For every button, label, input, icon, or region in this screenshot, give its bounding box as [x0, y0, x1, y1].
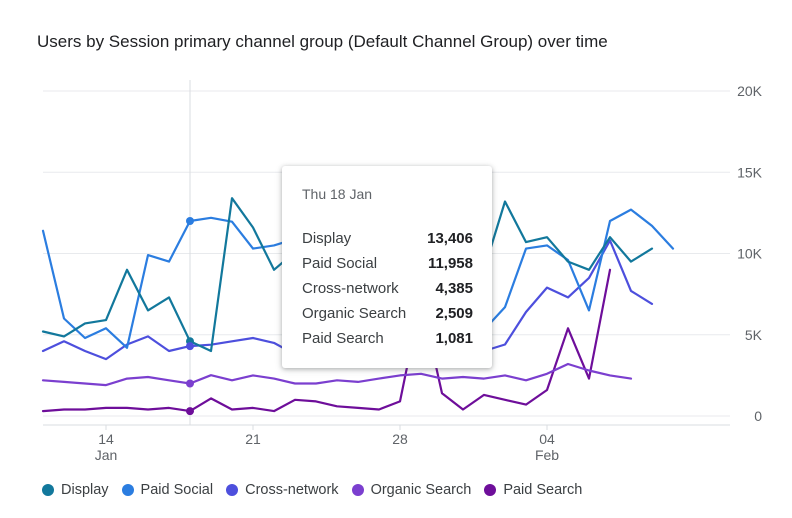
x-tick-month-label: Jan [95, 447, 118, 463]
chart-legend: Display Paid Social Cross-network Organi… [42, 480, 595, 500]
tooltip-label: Organic Search [302, 305, 407, 322]
legend-label: Cross-network [245, 482, 339, 498]
series-line-organic-search [41, 362, 633, 387]
tooltip-label: Paid Search [302, 330, 384, 347]
tooltip-row-display: Display 13,406 [302, 230, 473, 250]
tooltip-value: 13,406 [427, 230, 473, 247]
tooltip-value: 1,081 [435, 330, 473, 347]
series-line-paid-search [41, 268, 612, 413]
tooltip-label: Paid Social [302, 255, 378, 272]
y-tick-label: 15K [737, 164, 763, 180]
x-tick-label: 14 [98, 431, 114, 447]
legend-item-cross-network[interactable]: Cross-network [226, 482, 339, 498]
legend-item-paid-social[interactable]: Paid Social [121, 482, 214, 498]
tooltip-row-paid-search: Paid Search 1,081 [302, 330, 473, 350]
y-tick-label: 20K [737, 83, 763, 99]
chart-tooltip: Thu 18 Jan Display 13,406 Paid Social 11… [282, 166, 492, 368]
legend-label: Paid Search [503, 482, 583, 498]
highlight-point-organic-search [186, 379, 194, 388]
highlight-point-cross-network [186, 342, 194, 351]
legend-item-paid-search[interactable]: Paid Search [484, 482, 582, 498]
tooltip-label: Display [302, 230, 352, 247]
x-tick-label: 04 [539, 431, 555, 447]
legend-swatch [42, 484, 54, 496]
tooltip-row-cross-network: Cross-network 4,385 [302, 280, 473, 300]
legend-item-display[interactable]: Display [42, 482, 109, 498]
legend-label: Paid Social [140, 482, 214, 498]
x-tick-month-label: Feb [535, 447, 559, 463]
legend-item-organic-search[interactable]: Organic Search [351, 482, 472, 498]
tooltip-row-paid-social: Paid Social 11,958 [302, 255, 473, 275]
legend-swatch [226, 484, 239, 496]
x-tick-label: 28 [392, 431, 408, 447]
y-tick-label: 10K [737, 246, 763, 262]
tooltip-label: Cross-network [302, 280, 399, 297]
x-tick-label: 21 [245, 431, 261, 447]
y-tick-label: 5K [745, 327, 763, 343]
legend-label: Display [61, 482, 109, 498]
tooltip-row-organic-search: Organic Search 2,509 [302, 305, 473, 325]
legend-swatch [121, 484, 134, 496]
tooltip-value: 11,958 [427, 255, 473, 272]
highlight-point-paid-search [186, 407, 194, 416]
legend-swatch [484, 484, 497, 496]
chart-title: Users by Session primary channel group (… [37, 32, 608, 51]
highlight-point-paid-social [186, 217, 194, 225]
legend-label: Organic Search [370, 482, 472, 498]
tooltip-date: Thu 18 Jan [302, 186, 373, 202]
y-tick-label: 0 [754, 408, 762, 424]
legend-swatch [351, 484, 364, 496]
tooltip-value: 4,385 [435, 280, 473, 297]
tooltip-value: 2,509 [435, 305, 473, 322]
